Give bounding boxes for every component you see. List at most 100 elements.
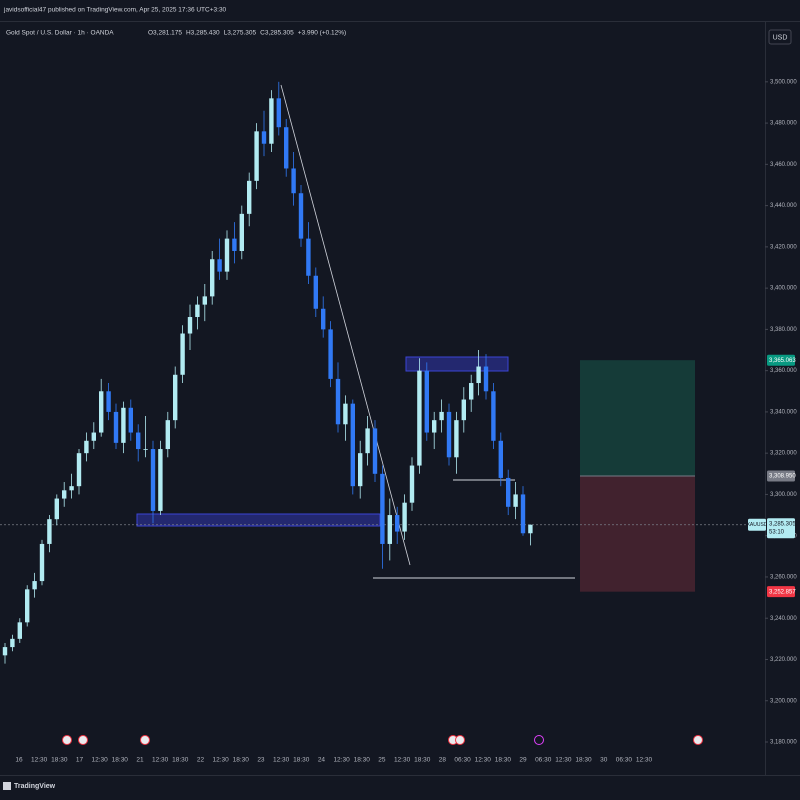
ohlc-value: L3,275.305 [224,30,257,37]
candle-body [173,374,178,421]
currency: USD [773,34,788,41]
candle-body [99,391,104,433]
candle-body [150,449,156,511]
event-icon[interactable] [140,735,150,745]
candle-body [424,370,429,433]
price-tag-label: 3,365.063 [769,358,796,364]
take-profit-zone [580,360,695,476]
y-tick-label: 3,360.000 [770,368,797,374]
y-tick-label: 3,340.000 [770,409,797,415]
x-tick-label: 28 [439,757,447,764]
candle-body [454,420,459,458]
candle-body [247,180,252,214]
y-tick-label: 3,460.000 [770,162,797,168]
x-tick-label: 17 [76,757,84,764]
candle-body [91,432,96,441]
x-tick-label: 30 [600,757,608,764]
candle-body [69,486,74,491]
price-tag [767,354,795,366]
ohlc-value: O3,281.175 [148,30,182,37]
x-tick-label: 21 [136,757,144,764]
candle-body [143,449,148,450]
candle-body [528,524,533,534]
candle-body [261,131,267,144]
candle-body [432,420,437,433]
candle-body [121,407,126,443]
candle-body [417,370,422,466]
x-tick-label: 18:30 [414,757,431,764]
event-icon[interactable] [455,735,465,745]
candle-body [506,477,511,507]
x-tick-label: 29 [519,757,527,764]
x-tick-label: 06:30 [616,757,633,764]
price-tag-label: 3,252.857 [769,589,796,595]
x-tick-label: 23 [257,757,265,764]
x-tick-label: 12:30 [555,757,572,764]
candle-body [195,304,200,318]
current-price-tag [767,518,795,539]
candle-body [402,502,407,532]
y-tick-label: 3,500.000 [770,79,797,85]
candle-body [328,329,333,379]
y-tick-label: 3,240.000 [770,616,797,622]
candle-body [128,407,133,433]
y-tick-label: 3,220.000 [770,657,797,663]
events [62,735,703,745]
x-tick-label: 12:30 [92,757,109,764]
candle-body [291,168,296,194]
x-tick-label: 18:30 [495,757,512,764]
candle-body [321,308,326,330]
candle-body [224,238,230,272]
event-icon[interactable] [62,735,72,745]
brand: TradingView [14,783,56,790]
ohlc-value: H3,285.430 [186,30,220,37]
currency-box[interactable] [768,29,792,45]
x-tick-label: 12:30 [31,757,48,764]
logo [3,782,11,790]
y-tick-label: 3,420.000 [770,244,797,250]
y-tick-label: 3,400.000 [770,286,797,292]
candle-body [476,366,481,384]
candle-body [232,238,237,251]
symbol: Gold Spot / U.S. Dollar · 1h · OANDA [6,30,114,37]
candle-body [469,383,474,400]
candle-body [39,543,45,582]
candle-body [217,259,222,272]
candle-body [298,193,304,239]
x-tick-label: 18:30 [575,757,592,764]
x-tick-label: 12:30 [394,757,411,764]
event-icon[interactable] [534,735,544,745]
candle-body [483,366,489,392]
y-tick-label: 3,260.000 [770,575,797,581]
candle-body [10,638,15,648]
header: javidsofficial47 published on TradingVie… [3,7,227,14]
candle-body [380,473,385,544]
candle-body [276,98,281,128]
current-price-label: 3,285.305 [769,521,796,527]
candle-body [520,494,526,534]
event-icon[interactable] [78,735,88,745]
x-tick-label: 18:30 [51,757,68,764]
candle-body [358,453,363,487]
candle-body [187,317,193,334]
candle-body [439,411,444,421]
candle-body [409,465,415,503]
x-tick-label: 12:30 [636,757,653,764]
candle-body [387,515,392,544]
price-tag [767,470,795,482]
x-tick-label: 18:30 [293,757,310,764]
event-icon[interactable] [693,735,703,745]
candle-body [180,333,185,375]
candle-body [461,399,466,421]
x-tick-label: 12:30 [212,757,229,764]
x-tick-label: 24 [318,757,326,764]
y-tick-label: 3,380.000 [770,327,797,333]
candle-body [269,98,274,144]
price-tag [767,586,795,598]
x-tick-label: 22 [197,757,205,764]
change: +3.990 (+0.12%) [298,30,346,37]
candle-body [158,449,163,511]
candle-body [365,428,370,454]
